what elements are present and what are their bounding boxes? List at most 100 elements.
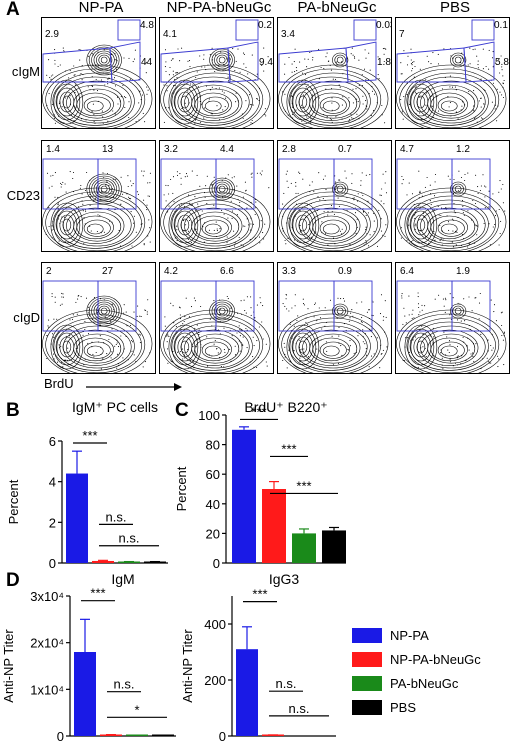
- bar: [236, 649, 258, 736]
- legend-item: PBS: [352, 697, 416, 717]
- y-axis-label: Anti-NP Titer: [1, 629, 16, 703]
- facs-plot: 3.4 0.03 1.8: [277, 17, 392, 129]
- significance-label: n.s.: [276, 676, 297, 691]
- facs-contour-plot: [42, 158, 153, 251]
- y-axis-label: Anti-NP Titer: [180, 629, 195, 703]
- chart-igm-titer: IgM Anti-NP Titer 0 1x10⁴ 2x10⁴ 3x10⁴ *** n.s. *: [1, 571, 176, 741]
- significance-label: n.s.: [114, 677, 135, 692]
- flow-row-label: cIgD: [13, 310, 40, 325]
- legend-item: NP-PA-bNeuGc: [352, 649, 481, 669]
- significance-label: ***: [296, 478, 311, 493]
- significance-label: ***: [252, 587, 267, 602]
- facs-contour-plot: [396, 19, 507, 128]
- facs-contour-plot: [160, 19, 271, 128]
- y-tick-label: 2: [49, 515, 56, 530]
- brdu-axis-label: BrdU: [44, 376, 74, 391]
- gate-percentage: 1.4: [46, 144, 60, 155]
- gate-percentage: 0.9: [338, 266, 352, 277]
- gate-percentage: 1.2: [456, 144, 470, 155]
- facs-contour-plot: [160, 280, 271, 373]
- gate-percentage: 0.03: [376, 20, 391, 31]
- flow-column-header: PA-bNeuGc: [297, 0, 377, 16]
- legend-label: NP-PA: [390, 627, 429, 643]
- facs-plot: 1.4 13: [41, 140, 156, 252]
- significance-label: *: [134, 702, 139, 717]
- y-tick-label: 80: [206, 438, 220, 453]
- legend-item: PA-bNeuGc: [352, 673, 458, 693]
- gate-percentage: 4.8: [140, 20, 154, 31]
- legend-swatch: [352, 627, 382, 643]
- facs-contour-plot: [278, 158, 389, 251]
- y-tick-label: 40: [206, 497, 220, 512]
- bar: [92, 560, 114, 563]
- significance-label: ***: [251, 404, 266, 419]
- legend-label: PBS: [390, 699, 417, 715]
- y-tick-label: 100: [198, 408, 220, 423]
- gate-outline: [117, 19, 141, 41]
- facs-contour-plot: [42, 280, 153, 373]
- bar: [232, 429, 256, 563]
- chart-title: IgM⁺ PC cells: [72, 399, 158, 415]
- gate-percentage: 3.4: [281, 29, 295, 40]
- facs-plot: 4.7 1.2: [395, 140, 510, 252]
- facs-contour-plot: [278, 280, 389, 373]
- y-tick-label: 3x10⁴: [30, 589, 64, 604]
- gate-outline: [235, 19, 259, 41]
- bar: [66, 473, 88, 563]
- facs-contour-plot: [160, 158, 271, 251]
- legend-label: PA-bNeuGc: [390, 675, 459, 691]
- facs-contour-plot: [42, 19, 153, 128]
- legend: NP-PA NP-PA-bNeuGc PA-bNeuGc PBS: [352, 625, 517, 725]
- gate-percentage: 7: [399, 29, 405, 40]
- y-axis-label: Percent: [6, 479, 21, 524]
- gate-percentage: 2: [46, 266, 52, 277]
- chart-title: BrdU⁺ B220⁺: [244, 399, 327, 415]
- bar: [74, 652, 96, 736]
- legend-swatch: [352, 651, 382, 667]
- flow-row-label: cIgM: [11, 64, 40, 79]
- facs-contour-plot: [396, 280, 507, 373]
- chart-title: IgG3: [269, 571, 300, 587]
- facs-plot: 3.3 0.9: [277, 262, 392, 374]
- significance-label: ***: [90, 586, 105, 601]
- gate-percentage: 0.7: [338, 144, 352, 155]
- brdu-arrow-icon: [86, 383, 182, 391]
- facs-plot: 6.4 1.9: [395, 262, 510, 374]
- legend-swatch: [352, 675, 382, 691]
- significance-label: n.s.: [119, 531, 140, 546]
- chart-title: IgM: [111, 571, 134, 587]
- gate-percentage: 4.2: [164, 266, 178, 277]
- gate-outline: [471, 19, 495, 41]
- y-axis-label: Percent: [174, 466, 189, 511]
- flow-column-header: NP-PA: [78, 0, 124, 16]
- facs-plot: 4.1 0.2 9.4: [159, 17, 274, 129]
- gate-outline: [109, 41, 141, 83]
- gate-percentage: 27: [102, 266, 114, 277]
- gate-outline: [451, 158, 491, 210]
- gate-percentage: 44: [141, 57, 153, 68]
- significance-label: ***: [82, 428, 97, 443]
- gate-percentage: 0.2: [258, 20, 272, 31]
- gate-percentage: 6.4: [400, 266, 414, 277]
- legend-item: NP-PA: [352, 625, 429, 645]
- bar: [292, 533, 316, 563]
- gate-percentage: 2.9: [45, 29, 59, 40]
- y-tick-label: 2x10⁴: [30, 636, 64, 651]
- bar: [262, 489, 286, 563]
- gate-outline: [227, 41, 259, 83]
- flow-row-label: CD23: [6, 188, 40, 203]
- y-tick-label: 20: [206, 526, 220, 541]
- y-tick-label: 1x10⁴: [30, 682, 64, 697]
- facs-plot: 2 27: [41, 262, 156, 374]
- gate-percentage: 13: [102, 144, 114, 155]
- bar: [144, 561, 166, 563]
- y-tick-label: 0: [57, 729, 64, 741]
- y-tick-label: 200: [204, 673, 226, 688]
- panel-letter-a: A: [6, 0, 20, 20]
- legend-label: NP-PA-bNeuGc: [390, 651, 481, 667]
- gate-outline: [463, 41, 495, 83]
- gate-outline: [345, 41, 377, 83]
- facs-plot: 4.2 6.6: [159, 262, 274, 374]
- significance-label: n.s.: [289, 701, 310, 716]
- facs-plot: 3.2 4.4: [159, 140, 274, 252]
